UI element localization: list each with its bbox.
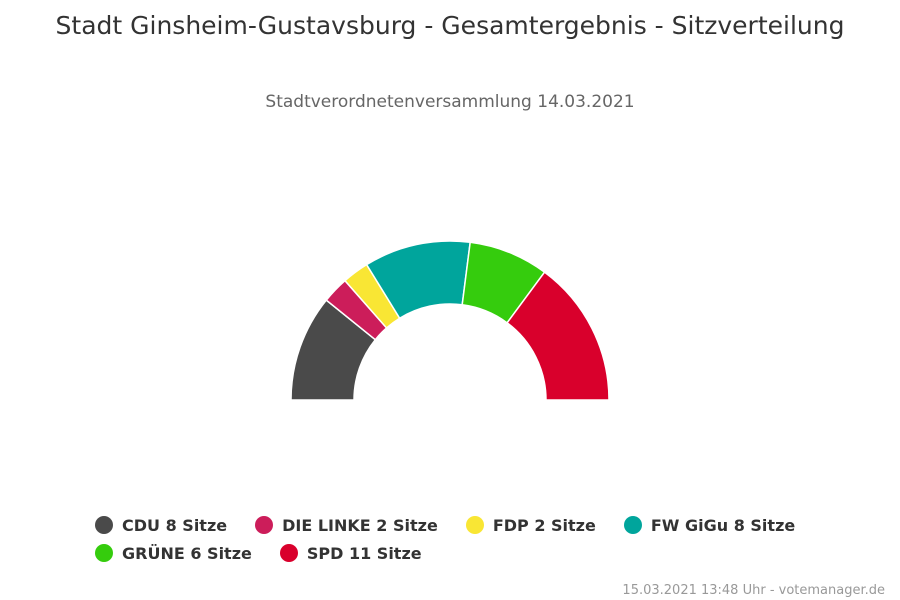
legend-item[interactable]: FDP 2 Sitze bbox=[465, 515, 596, 535]
legend-marker bbox=[95, 516, 113, 534]
legend-item[interactable]: DIE LINKE 2 Sitze bbox=[255, 515, 438, 535]
legend-marker bbox=[623, 516, 642, 534]
legend-label: SPD 11 Sitze bbox=[306, 543, 422, 563]
legend-item[interactable]: SPD 11 Sitze bbox=[279, 543, 422, 563]
legend: CDU 8 Sitze DIE LINKE 2 Sitze FDP 2 Sitze F… bbox=[95, 515, 835, 563]
legend-item[interactable]: GRÜNE 6 Sitze bbox=[95, 543, 252, 563]
legend-label: FDP 2 Sitze bbox=[492, 515, 596, 535]
legend-label: DIE LINKE 2 Sitze bbox=[282, 515, 438, 535]
seat-segment-spd[interactable] bbox=[506, 271, 610, 401]
legend-marker bbox=[279, 544, 298, 562]
legend-item[interactable]: CDU 8 Sitze bbox=[95, 515, 227, 535]
chart-title: Stadt Ginsheim-Gustavsburg - Gesamtergeb… bbox=[55, 11, 845, 40]
legend-item[interactable]: FW GiGu 8 Sitze bbox=[623, 515, 796, 535]
legend-marker bbox=[95, 544, 113, 562]
footer-credit: 15.03.2021 13:48 Uhr - votemanager.de bbox=[622, 583, 885, 598]
legend-label: CDU 8 Sitze bbox=[122, 515, 228, 535]
legend-label: FW GiGu 8 Sitze bbox=[650, 515, 796, 535]
legend-marker bbox=[465, 516, 484, 534]
legend-label: GRÜNE 6 Sitze bbox=[122, 543, 252, 563]
legend-marker bbox=[255, 516, 274, 534]
chart-subtitle: Stadtverordnetenversammlung 14.03.2021 bbox=[265, 92, 635, 112]
